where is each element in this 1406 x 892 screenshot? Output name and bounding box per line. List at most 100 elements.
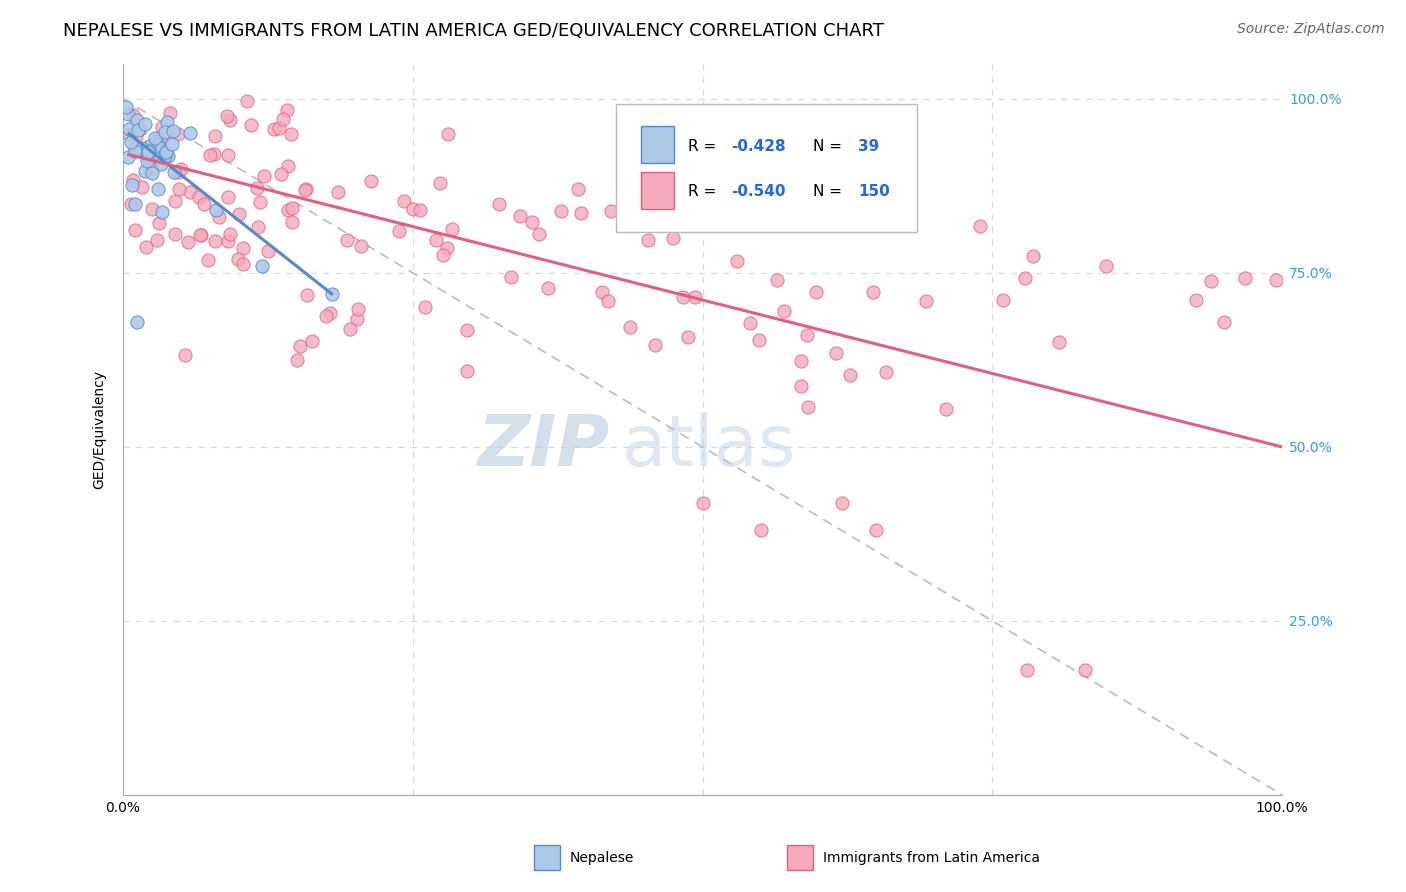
Point <box>138 139 160 153</box>
Point <box>146 233 169 247</box>
Point <box>117 106 139 120</box>
Point <box>148 133 170 147</box>
Point <box>155 145 177 159</box>
Point <box>440 221 463 235</box>
Point <box>863 214 886 228</box>
Point <box>662 230 685 244</box>
Text: ZIP: ZIP <box>478 412 610 482</box>
Point <box>208 210 231 224</box>
Point <box>749 524 772 538</box>
Point <box>765 273 787 287</box>
Point <box>134 117 156 131</box>
Point <box>131 179 153 194</box>
Point <box>499 270 522 285</box>
Point <box>862 285 884 300</box>
Point <box>157 149 180 163</box>
Point <box>740 316 762 330</box>
Point <box>236 94 259 108</box>
Point <box>839 368 862 383</box>
Point <box>790 354 813 368</box>
Point <box>537 281 560 295</box>
Point <box>277 203 299 218</box>
Point <box>280 201 302 215</box>
Point <box>163 165 186 179</box>
Point <box>141 166 163 180</box>
Point <box>257 244 280 259</box>
Point <box>772 304 794 318</box>
Point <box>436 127 458 141</box>
Point <box>149 140 172 154</box>
Point <box>672 290 695 304</box>
Point <box>692 495 714 509</box>
Point <box>145 136 167 151</box>
Point <box>159 106 181 120</box>
Point <box>249 195 271 210</box>
Point <box>173 348 195 362</box>
Point <box>228 252 250 266</box>
Point <box>129 122 152 136</box>
Point <box>138 150 160 164</box>
Point <box>270 167 292 181</box>
Point <box>141 202 163 216</box>
Point <box>529 227 551 241</box>
Point <box>165 194 187 209</box>
Point <box>155 125 177 139</box>
Point <box>429 176 451 190</box>
Point <box>217 190 239 204</box>
Point <box>796 327 818 342</box>
Point <box>131 141 153 155</box>
Point <box>179 186 201 200</box>
Point <box>321 286 343 301</box>
Point <box>801 211 824 226</box>
Y-axis label: GED/Equivalency: GED/Equivalency <box>93 370 107 489</box>
Point <box>619 320 641 334</box>
Point <box>228 207 250 221</box>
Text: -0.428: -0.428 <box>731 139 786 154</box>
Point <box>1234 270 1257 285</box>
Point <box>141 161 163 176</box>
Point <box>179 126 201 140</box>
Point <box>388 224 411 238</box>
Point <box>120 135 142 149</box>
Point <box>644 338 666 352</box>
Bar <box>641 172 673 209</box>
Point <box>232 256 254 270</box>
Point <box>136 149 159 163</box>
Text: R =: R = <box>688 185 721 200</box>
Point <box>1022 249 1045 263</box>
Point <box>263 122 285 136</box>
Text: R =: R = <box>688 139 721 154</box>
Point <box>143 136 166 150</box>
Text: -0.540: -0.540 <box>731 185 786 200</box>
Point <box>217 234 239 248</box>
Point <box>136 153 159 168</box>
Point <box>148 216 170 230</box>
Point <box>1095 259 1118 273</box>
Point <box>676 329 699 343</box>
Point <box>188 227 211 242</box>
Point <box>683 290 706 304</box>
Text: Nepalese: Nepalese <box>569 851 634 865</box>
Point <box>135 240 157 254</box>
Point <box>280 214 302 228</box>
Point <box>875 365 897 379</box>
Point <box>415 300 437 314</box>
Point <box>1074 663 1097 677</box>
FancyBboxPatch shape <box>616 104 917 232</box>
Point <box>336 233 359 247</box>
Point <box>315 310 337 324</box>
Point <box>124 144 146 158</box>
Point <box>125 315 148 329</box>
Point <box>567 181 589 195</box>
Point <box>790 378 813 392</box>
Point <box>318 306 340 320</box>
Point <box>118 121 141 136</box>
Point <box>277 159 299 173</box>
Point <box>509 209 531 223</box>
Text: N =: N = <box>813 139 846 154</box>
Point <box>346 312 368 326</box>
Point <box>294 184 316 198</box>
Point <box>550 204 572 219</box>
Point <box>134 164 156 178</box>
Point <box>149 157 172 171</box>
